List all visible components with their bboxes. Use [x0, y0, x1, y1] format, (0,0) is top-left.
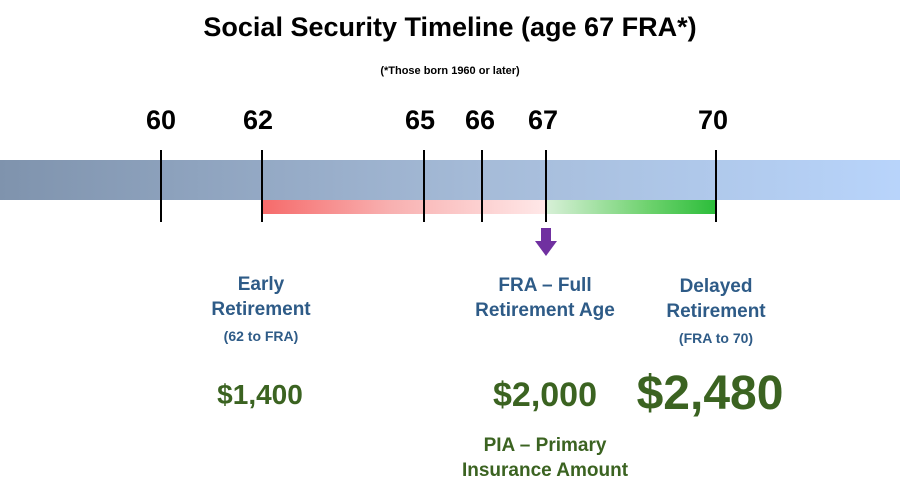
tick-65 [423, 150, 425, 222]
pia-label-line2: Insurance Amount [461, 460, 629, 481]
age-label-70: 70 [697, 105, 729, 135]
early-retirement-label: Early Retirement [171, 272, 351, 322]
tick-62 [261, 150, 263, 222]
pia-label: PIA – Primary Insurance Amount [430, 433, 660, 483]
fra-amount: $2,000 [493, 376, 597, 414]
tick-67 [545, 150, 547, 222]
tick-70 [715, 150, 717, 222]
page-title: Social Security Timeline (age 67 FRA*) [203, 12, 697, 42]
page-subtitle: (*Those born 1960 or later) [380, 65, 520, 77]
early-range: (62 to FRA) [223, 328, 299, 344]
early-reduction-segment [262, 200, 546, 214]
delayed-increase-segment [546, 200, 716, 214]
early-label-line1: Early [237, 274, 285, 295]
delayed-label-line2: Retirement [666, 301, 766, 322]
delayed-range: (FRA to 70) [678, 330, 754, 346]
age-label-67: 67 [527, 105, 559, 135]
delayed-amount: $2,480 [636, 367, 784, 420]
age-label-60: 60 [145, 105, 177, 135]
age-label-66: 66 [464, 105, 496, 135]
delayed-retirement-label: Delayed Retirement [626, 274, 806, 324]
age-label-62: 62 [242, 105, 274, 135]
pia-label-line1: PIA – Primary [483, 435, 607, 456]
early-label-line2: Retirement [211, 299, 311, 320]
fra-label-line2: Retirement Age [475, 300, 615, 321]
down-arrow-icon [535, 228, 557, 256]
tick-60 [160, 150, 162, 222]
age-label-65: 65 [404, 105, 436, 135]
tick-66 [481, 150, 483, 222]
fra-label-line1: FRA – Full [498, 275, 592, 296]
fra-label: FRA – Full Retirement Age [455, 273, 635, 323]
delayed-label-line1: Delayed [679, 276, 753, 297]
early-amount: $1,400 [217, 379, 303, 410]
timeline-bar [0, 160, 900, 200]
